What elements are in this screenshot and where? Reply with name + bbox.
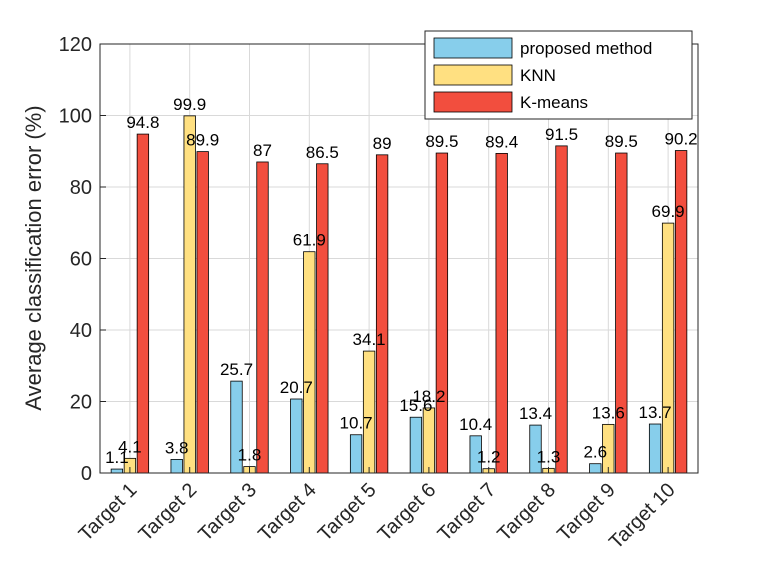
- data-label: 86.5: [306, 143, 339, 162]
- bar-knn: [422, 407, 436, 474]
- data-label: 10.7: [340, 414, 373, 433]
- legend-label: K-means: [520, 93, 588, 112]
- bar-knn: [303, 251, 316, 474]
- data-label: 13.6: [592, 403, 625, 422]
- data-label: 2.6: [583, 443, 607, 462]
- data-label: 13.4: [519, 404, 552, 423]
- legend-swatch: [433, 64, 513, 86]
- bar-k-means: [375, 154, 389, 474]
- bar-k-means: [136, 133, 150, 474]
- data-label: 4.1: [118, 437, 142, 456]
- bar-proposed-method: [409, 416, 423, 474]
- bar-proposed-method: [648, 423, 662, 474]
- data-label: 89.5: [425, 132, 458, 151]
- bar-knn: [183, 115, 196, 474]
- data-labels: 1.1 3.8 25.7 20.7 10.7 15.6 10.4 13.4 2.6 13.7 4.1…: [105, 95, 698, 467]
- y-tick-label: 60: [70, 249, 92, 271]
- bar-k-means: [674, 150, 688, 474]
- x-tick-label: Target 3: [194, 479, 261, 546]
- data-label: 25.7: [220, 360, 253, 379]
- data-label: 87: [253, 141, 272, 160]
- data-label: 1.8: [238, 446, 262, 465]
- legend-label: proposed method: [520, 39, 652, 58]
- x-tick-label: Target 1: [75, 479, 142, 546]
- x-tick-label: Target 6: [374, 479, 441, 546]
- data-label: 99.9: [173, 95, 206, 114]
- x-tick-label: Target 2: [135, 479, 202, 546]
- legend-swatch: [433, 91, 513, 113]
- data-label: 89: [373, 134, 392, 153]
- data-label: 89.4: [485, 132, 518, 151]
- bar-proposed-method: [589, 463, 602, 474]
- data-label: 94.8: [126, 113, 159, 132]
- bar-knn: [362, 350, 376, 474]
- legend-swatch: [433, 37, 513, 59]
- data-label: 1.1: [105, 448, 129, 467]
- bar-k-means: [196, 151, 209, 474]
- bar-k-means: [256, 161, 269, 474]
- bar-k-means: [615, 152, 628, 474]
- bar-proposed-method: [349, 434, 363, 474]
- bar-proposed-method: [110, 468, 124, 474]
- bar-k-means: [555, 145, 568, 474]
- x-tick-label: Target 4: [254, 479, 321, 546]
- legend-label: KNN: [520, 66, 556, 85]
- data-label: 20.7: [280, 378, 313, 397]
- y-tick-label: 100: [59, 106, 92, 128]
- y-tick-label: 120: [59, 34, 92, 56]
- bar-k-means: [495, 152, 508, 474]
- data-label: 10.4: [459, 415, 492, 434]
- bar-knn: [661, 222, 675, 474]
- x-tick-label: Target 10: [605, 479, 680, 554]
- data-label: 13.7: [639, 403, 672, 422]
- y-axis-label: Average classification error (%): [21, 105, 46, 410]
- y-tick-label: 20: [70, 392, 92, 414]
- y-tick-label: 40: [70, 320, 92, 342]
- x-tick-label: Target 5: [314, 479, 381, 546]
- data-label: 34.1: [353, 330, 386, 349]
- y-tick-label: 0: [81, 463, 92, 485]
- data-label: 3.8: [165, 438, 189, 457]
- bar-proposed-method: [170, 459, 183, 474]
- axes-box: [99, 43, 699, 474]
- data-label: 91.5: [545, 125, 578, 144]
- bar-k-means: [316, 163, 329, 474]
- legend: proposed method KNN K-means: [424, 30, 693, 120]
- bar-proposed-method: [290, 398, 303, 474]
- data-label: 61.9: [293, 231, 326, 250]
- data-label: 89.5: [605, 132, 638, 151]
- bar-k-means: [435, 152, 449, 474]
- data-label: 15.6: [399, 396, 432, 415]
- data-label: 90.2: [665, 130, 698, 149]
- data-label: 1.3: [537, 447, 561, 466]
- data-label: 89.9: [186, 131, 219, 150]
- bars: [110, 115, 688, 474]
- data-label: 1.2: [477, 448, 501, 467]
- data-label: 18.2: [412, 387, 445, 406]
- x-tick-label: Target 7: [434, 479, 501, 546]
- data-label: 69.9: [652, 202, 685, 221]
- x-tick-label: Target 8: [493, 479, 560, 546]
- y-tick-label: 80: [70, 177, 92, 199]
